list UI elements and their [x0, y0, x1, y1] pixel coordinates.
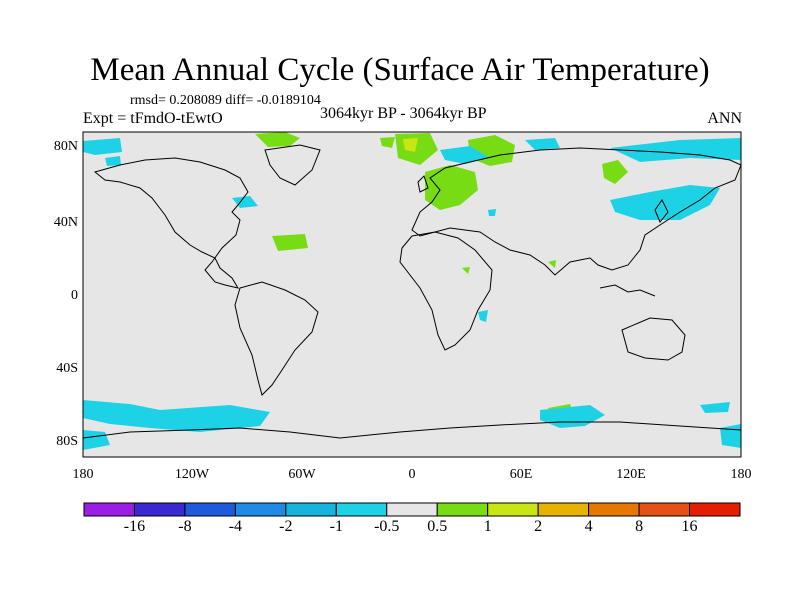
colorbar-label: 16 — [681, 518, 698, 535]
patch-arctic-west — [83, 138, 122, 155]
colorbar-box-11 — [638, 502, 691, 517]
coast-antarctica — [82, 421, 742, 439]
colorbar-box-9 — [537, 502, 590, 517]
colorbar-label: 8 — [635, 518, 644, 535]
colorbar-box-0 — [83, 502, 135, 517]
period-label: 3064kyr BP - 3064kyr BP — [320, 105, 487, 122]
patch-africa — [462, 267, 470, 274]
colorbar-label: 4 — [584, 518, 593, 535]
patch-barents — [440, 146, 490, 164]
coast-eurasia — [411, 147, 742, 276]
lon-label-180e: 180 — [730, 467, 752, 482]
lat-label-40n: 40N — [53, 215, 78, 230]
colorbar-box-8 — [487, 502, 539, 517]
coast-indonesia — [599, 284, 656, 297]
lon-label-0: 0 — [408, 467, 416, 482]
colorbar-label: -4 — [228, 518, 243, 535]
colorbar-label: -16 — [123, 518, 146, 535]
colorbar-box-4 — [285, 502, 337, 517]
colorbar-label: 1 — [483, 518, 492, 535]
lon-label-60e: 60E — [509, 467, 533, 482]
patch-arctic-yellow — [403, 138, 418, 152]
patch-siberia — [602, 160, 628, 184]
coast-uk — [417, 175, 429, 193]
patch-madagascar — [478, 310, 488, 322]
colorbar-box-5 — [335, 502, 388, 517]
coast-africa — [399, 231, 493, 351]
patch-caspian — [488, 209, 496, 216]
patch-alaska — [105, 156, 121, 166]
map-frame — [82, 131, 742, 458]
lon-label-60w: 60W — [288, 467, 316, 482]
colorbar-box-12 — [689, 502, 741, 517]
patch-gulf-stream — [272, 234, 308, 251]
coast-australia — [621, 317, 686, 361]
lon-label-180w: 180 — [72, 467, 94, 482]
colorbar-label: 2 — [534, 518, 543, 535]
colorbar-label: 0.5 — [427, 518, 448, 535]
colorbar-label: -2 — [279, 518, 293, 535]
anomaly-patches — [83, 132, 741, 450]
lat-label-80s: 80S — [56, 434, 78, 449]
colorbar-box-2 — [184, 502, 236, 517]
experiment-label: Expt = tFmdO-tEwtO — [83, 110, 223, 127]
patch-south-pacific — [83, 400, 270, 432]
coastlines — [82, 144, 742, 439]
lon-label-120w: 120W — [174, 467, 210, 482]
patch-ross-east — [720, 424, 741, 448]
colorbar-box-7 — [436, 502, 489, 517]
coast-greenland — [264, 144, 321, 186]
lon-label-120e: 120E — [616, 467, 646, 482]
colorbar-box-3 — [234, 502, 287, 517]
patch-antarctic-east — [700, 402, 730, 413]
colorbar-box-1 — [133, 502, 186, 517]
colorbar-label: -0.5 — [374, 518, 400, 535]
colorbar-box-6 — [386, 502, 438, 517]
patch-kara — [525, 138, 560, 150]
colorbar-box-10 — [588, 502, 640, 517]
patch-greenland — [255, 132, 300, 147]
stats-text: rmsd= 0.208089 diff= -0.0189104 — [130, 93, 321, 108]
colorbar — [83, 502, 741, 517]
colorbar-label: -1 — [329, 518, 343, 535]
coast-south-america — [234, 281, 319, 396]
season-label: ANN — [707, 110, 742, 127]
chart-title: Mean Annual Cycle (Surface Air Temperatu… — [90, 52, 710, 88]
coast-japan — [654, 199, 669, 223]
patch-india — [548, 260, 556, 268]
map-background — [83, 132, 741, 457]
patch-europe — [425, 165, 478, 210]
patch-pacific-north — [610, 185, 720, 220]
lat-label-40s: 40S — [56, 361, 78, 376]
coast-north-america — [93, 157, 249, 289]
lat-label-0: 0 — [71, 288, 78, 303]
colorbar-label: -8 — [178, 518, 192, 535]
patch-iceland — [380, 137, 395, 148]
lat-label-80n: 80N — [53, 139, 78, 154]
